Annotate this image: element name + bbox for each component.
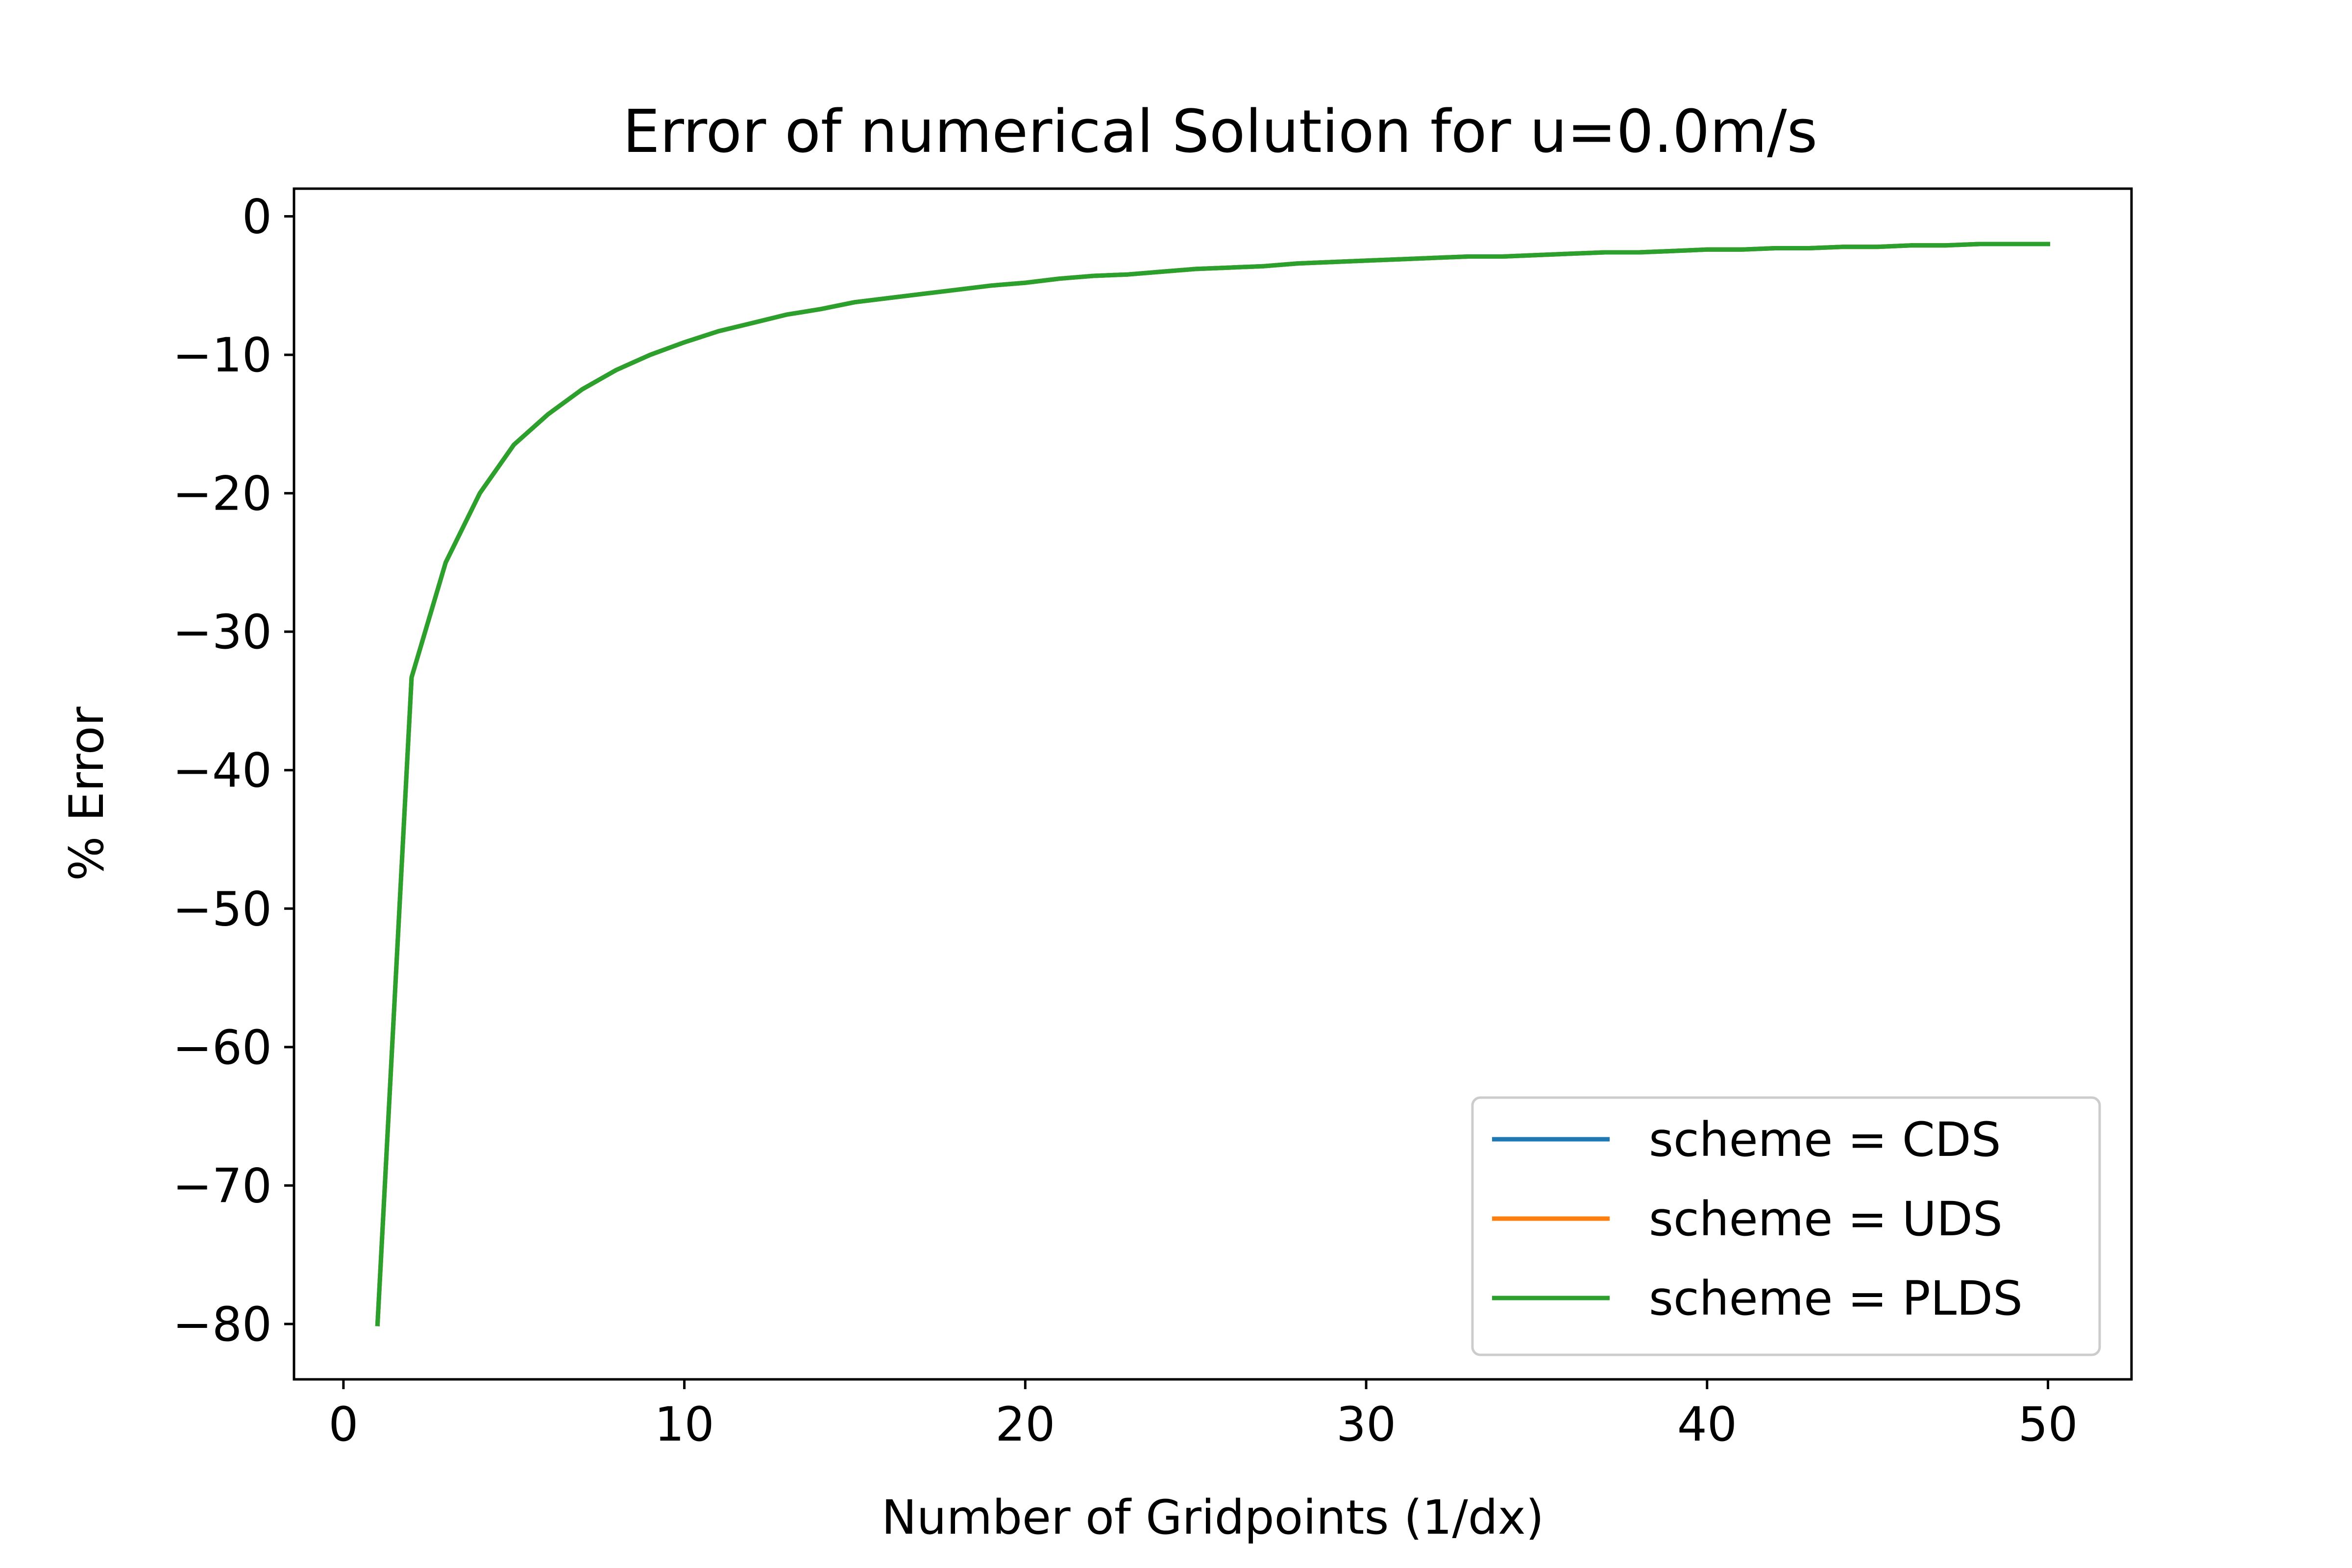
y-tick-label: −80 (172, 1297, 272, 1352)
x-axis: 0 10 20 30 40 50 (328, 1379, 2078, 1452)
legend-label-1: scheme = UDS (1649, 1192, 2003, 1247)
series-line-2 (375, 242, 2050, 1326)
x-tick-label: 30 (1336, 1397, 1396, 1452)
y-tick-label: −70 (172, 1158, 272, 1213)
y-tick-label: −50 (172, 882, 272, 936)
y-tick-label: 0 (242, 190, 272, 245)
y-tick-label: −40 (172, 743, 272, 798)
x-axis-label: Number of Gridpoints (1/dx) (882, 1490, 1544, 1545)
y-tick-label: −10 (172, 328, 272, 383)
legend: scheme = CDS scheme = UDS scheme = PLDS (1471, 1096, 2101, 1356)
legend-box (1471, 1096, 2101, 1356)
y-tick-label: −20 (172, 466, 272, 521)
x-tick-label: 0 (328, 1397, 358, 1452)
x-tick-label: 20 (995, 1397, 1055, 1452)
x-tick-label: 50 (2018, 1397, 2078, 1452)
y-tick-label: −60 (172, 1020, 272, 1075)
y-axis: 0 −10 −20 −30 −40 −50 −60 −70 −80 (172, 190, 294, 1352)
y-axis-label: % Error (59, 707, 114, 881)
chart-title: Error of numerical Solution for u=0.0m/s (623, 98, 1817, 166)
x-tick-label: 10 (655, 1397, 714, 1452)
y-tick-label: −30 (172, 605, 272, 660)
legend-label-2: scheme = PLDS (1649, 1271, 2023, 1326)
plot-frame (293, 187, 2133, 1381)
legend-label-0: scheme = CDS (1649, 1112, 2001, 1167)
plot-area (375, 242, 2050, 1326)
x-tick-label: 40 (1677, 1397, 1737, 1452)
